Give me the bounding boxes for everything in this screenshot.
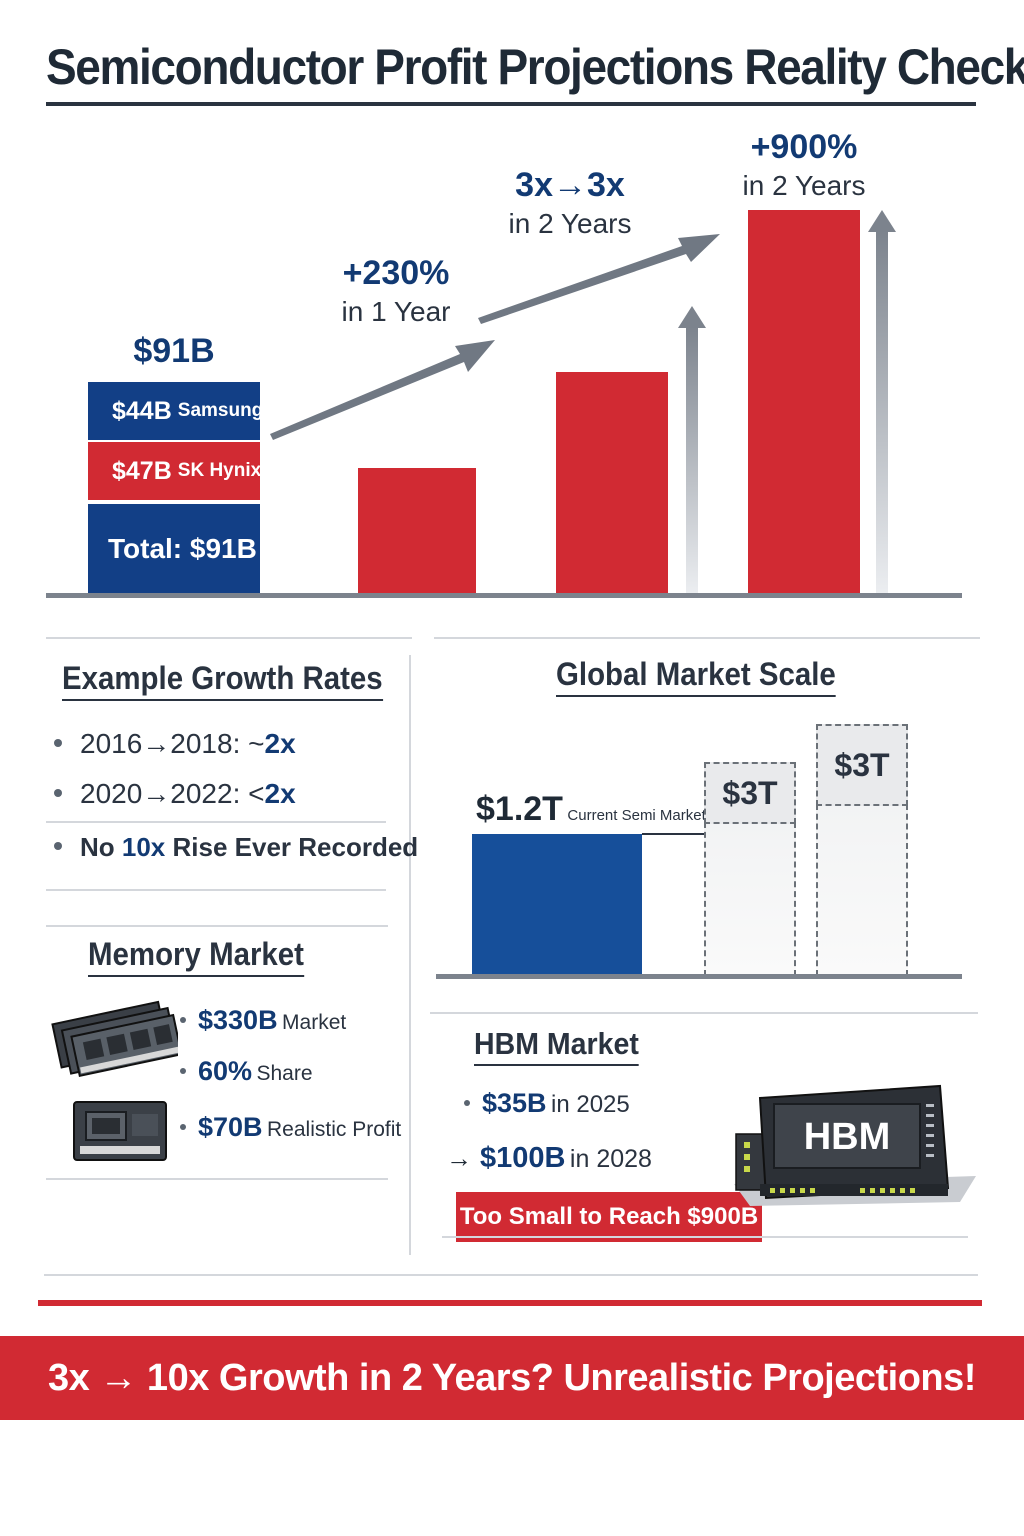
global-current-value: $1.2T — [476, 790, 563, 828]
memory-item-3-text: Realistic Profit — [267, 1118, 402, 1141]
global-heading: Global Market Scale — [556, 656, 836, 697]
growth-item-1-value: 2x — [264, 728, 296, 759]
page-title: Semiconductor Profit Projections Reality… — [46, 39, 1024, 95]
hbm-line-1-value: $35B — [482, 1088, 547, 1118]
growth-inner-divider — [46, 821, 386, 823]
memory-chip-icon — [73, 1101, 167, 1161]
hbm-line-2-text: in 2028 — [569, 1145, 652, 1173]
global-projection-2-value: $3T — [834, 746, 890, 783]
arrow-diagonal-1 — [270, 340, 495, 440]
memory-modules-icon — [51, 1000, 178, 1077]
hbm-top-divider — [430, 1012, 978, 1014]
bullet-dot — [54, 789, 62, 797]
segment-skhynix-value: $47B — [112, 456, 172, 485]
global-current-bar — [472, 834, 642, 976]
growth-bottom-divider — [46, 889, 386, 891]
global-projection-1-value: $3T — [722, 774, 778, 811]
growth-note: No 10x Rise Ever Recorded — [54, 832, 418, 863]
memory-item-2-value: 60% — [198, 1056, 253, 1086]
segment-samsung-name: Samsung — [177, 400, 264, 421]
memory-item-3-value: $70B — [198, 1112, 263, 1142]
global-current-label: $1.2T Current Semi Market — [476, 790, 706, 829]
hbm-chip-icon — [734, 1084, 976, 1206]
column-divider — [409, 655, 411, 1255]
memory-item-1: $330B Market — [180, 1005, 346, 1036]
hbm-bottom-divider — [442, 1236, 968, 1238]
global-projection-column-2 — [816, 804, 908, 976]
global-current-text: Current Semi Market — [567, 807, 706, 824]
segment-total: Total: $91B — [88, 504, 260, 594]
bullet-dot — [54, 842, 62, 850]
hbm-warning-badge: Too Small to Reach $900B — [456, 1192, 762, 1242]
hbm-line-1: $35B in 2025 — [464, 1088, 630, 1119]
annotation-2-label: in 2 Years — [508, 208, 632, 239]
arrow-right-icon: → — [446, 1143, 472, 1173]
growth-arrows — [270, 210, 896, 594]
segment-samsung: $44B Samsung — [88, 382, 263, 440]
chart-baseline — [46, 593, 962, 598]
bullet-dot — [180, 1017, 186, 1023]
annotation-1-label: in 1 Year — [341, 296, 451, 327]
growth-heading: Example Growth Rates — [62, 660, 383, 701]
hbm-line-2: → $100B in 2028 — [446, 1142, 652, 1175]
memory-top-divider — [46, 925, 388, 927]
growth-item-2-text: 2020→2022: < — [80, 778, 265, 809]
bottom-divider — [44, 1274, 978, 1276]
hbm-warning-text: Too Small to Reach $900B — [459, 1203, 759, 1230]
bottom-red-rule — [38, 1300, 982, 1306]
divider-left-top — [46, 637, 412, 639]
growth-note-post: Rise Ever Recorded — [165, 832, 419, 862]
memory-item-3: $70B Realistic Profit — [180, 1112, 401, 1143]
memory-item-2-text: Share — [256, 1062, 313, 1085]
growth-note-bold: 10x — [121, 832, 166, 862]
memory-item-1-text: Market — [282, 1011, 347, 1034]
growth-note-pre: No — [80, 832, 122, 862]
bullet-dot — [180, 1124, 186, 1130]
conclusion-banner: 3x → 10x Growth in 2 Years? Unrealistic … — [0, 1336, 1024, 1420]
bullet-dot — [180, 1068, 186, 1074]
segment-total-text: Total: $91B — [108, 533, 257, 564]
annotation-3-value: +900% — [750, 128, 858, 166]
bullet-dot — [464, 1100, 470, 1106]
conclusion-text: 3x → 10x Growth in 2 Years? Unrealistic … — [48, 1356, 976, 1399]
growth-item-2: 2020→2022: <2x — [54, 778, 296, 810]
title-underline — [46, 102, 976, 106]
hbm-line-1-text: in 2025 — [551, 1091, 630, 1118]
bar-4 — [748, 210, 860, 594]
memory-bottom-divider — [46, 1178, 388, 1180]
growth-item-2-value: 2x — [264, 778, 296, 809]
hbm-line-2-value: $100B — [480, 1142, 566, 1174]
arrow-vertical-1 — [686, 326, 698, 594]
global-baseline — [436, 974, 962, 979]
bar-3 — [556, 372, 668, 594]
global-projection-column-1 — [704, 822, 796, 976]
global-projection-box-2: $3T — [816, 724, 908, 806]
bar-2 — [358, 468, 476, 594]
growth-item-1-text: 2016→2018: ~ — [80, 728, 265, 759]
segment-samsung-value: $44B — [112, 396, 172, 425]
annotation-2-value: 3x→3x — [515, 166, 625, 204]
annotation-3-label: in 2 Years — [742, 170, 866, 201]
annotation-1-value: +230% — [342, 254, 450, 292]
hbm-heading: HBM Market — [474, 1026, 639, 1066]
stack-total-label: $91B — [133, 332, 215, 370]
arrow-vertical-2 — [876, 230, 888, 594]
profit-chart: $91B $44B Samsung $47B SK Hynix Total: $… — [0, 110, 1024, 610]
arrow-diagonal-2 — [478, 234, 720, 324]
global-projection-box-1: $3T — [704, 762, 796, 824]
growth-item-1: 2016→2018: ~2x — [54, 728, 296, 760]
global-current-outline — [642, 833, 708, 835]
memory-item-1-value: $330B — [198, 1005, 278, 1035]
segment-skhynix-name: SK Hynix — [177, 460, 262, 481]
bullet-dot — [54, 739, 62, 747]
memory-item-2: 60% Share — [180, 1056, 313, 1087]
memory-heading: Memory Market — [88, 936, 304, 977]
hbm-chip-label: HBM — [803, 1116, 891, 1158]
divider-right-top — [434, 637, 980, 639]
segment-skhynix: $47B SK Hynix — [88, 442, 262, 500]
